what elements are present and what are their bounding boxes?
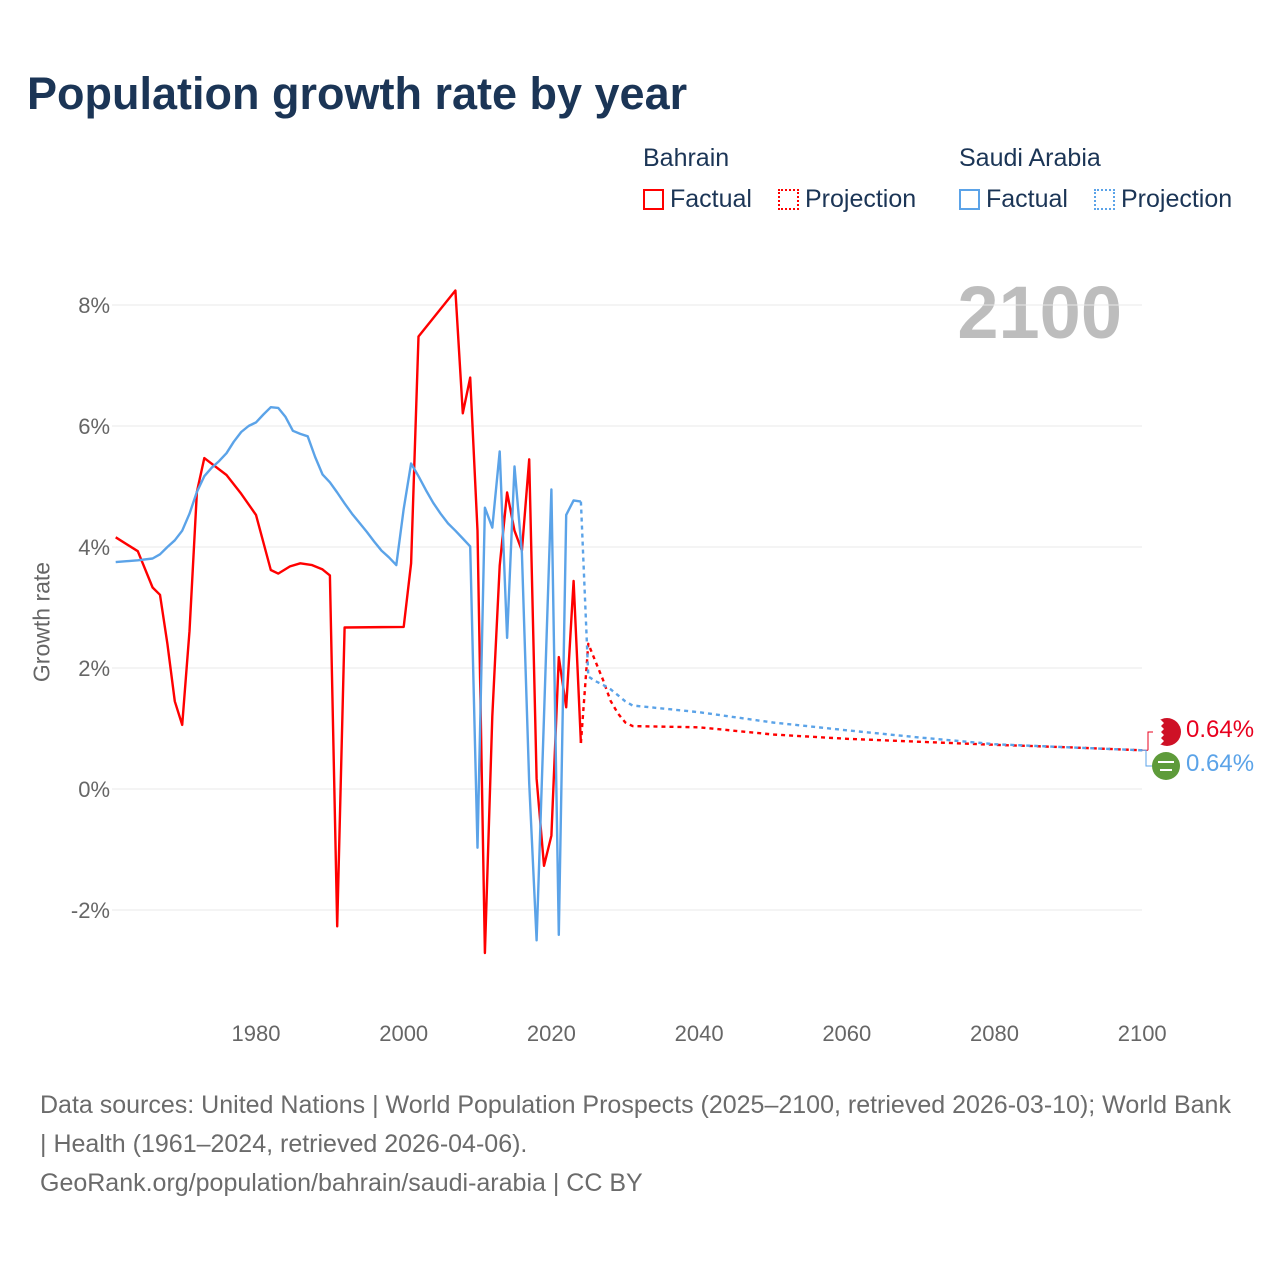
saudi-flag-green bbox=[1152, 752, 1180, 780]
legend-bahrain-projection[interactable]: Projection bbox=[777, 185, 917, 214]
saudi-end-connector bbox=[1142, 749, 1156, 767]
saudi-flag-emblem bbox=[1158, 761, 1174, 771]
chart-title: Population growth rate by year bbox=[27, 68, 688, 119]
x-tick-label: 2100 bbox=[1118, 1021, 1167, 1046]
legend-saudi-arabia: Saudi Arabia Factual Projection bbox=[959, 144, 1232, 214]
legend-label: Projection bbox=[1120, 185, 1233, 213]
saudi-arabia-end-value: 0.64% bbox=[1186, 750, 1255, 777]
dotted-line-swatch-icon bbox=[1093, 189, 1115, 210]
x-tick-label: 2040 bbox=[675, 1021, 724, 1046]
y-tick-label: 2% bbox=[78, 656, 110, 681]
legend-saudi-factual[interactable]: Factual bbox=[959, 185, 1068, 214]
legend-label: Projection bbox=[804, 185, 917, 213]
x-tick-label: 2080 bbox=[970, 1021, 1019, 1046]
legend-saudi-projection[interactable]: Projection bbox=[1093, 185, 1233, 214]
bahrain-flag-white bbox=[1153, 720, 1164, 744]
legend-country-name: Saudi Arabia bbox=[959, 144, 1101, 172]
series-line-bahrain-factual bbox=[115, 289, 583, 955]
y-tick-label: 8% bbox=[78, 293, 110, 318]
y-tick-label: 4% bbox=[78, 535, 110, 560]
solid-line-swatch-icon bbox=[959, 189, 980, 210]
legend-country-name: Bahrain bbox=[643, 144, 730, 172]
y-tick-label: -2% bbox=[71, 898, 110, 923]
footer: Data sources: United Nations | World Pop… bbox=[40, 1086, 1240, 1203]
x-tick-label: 2000 bbox=[379, 1021, 428, 1046]
bahrain-flag-icon bbox=[1153, 718, 1181, 746]
series-line-bahrain-projection bbox=[579, 642, 1143, 752]
y-tick-label: 0% bbox=[78, 777, 110, 802]
credit-link[interactable]: GeoRank.org/population/bahrain/saudi-ara… bbox=[40, 1169, 643, 1197]
x-tick-label: 2020 bbox=[527, 1021, 576, 1046]
legend-label: Factual bbox=[670, 185, 752, 213]
solid-line-swatch-icon bbox=[643, 189, 664, 210]
x-tick-label: 2060 bbox=[822, 1021, 871, 1046]
bahrain-end-value: 0.64% bbox=[1186, 716, 1255, 743]
legend-bahrain-factual[interactable]: Factual bbox=[643, 185, 752, 214]
data-sources: Data sources: United Nations | World Pop… bbox=[40, 1091, 1231, 1158]
legend-bahrain: Bahrain Factual Projection bbox=[643, 144, 916, 214]
series-line-saudi-arabia-projection bbox=[579, 501, 1143, 752]
x-tick-label: 1980 bbox=[232, 1021, 281, 1046]
legend-label: Factual bbox=[986, 185, 1068, 213]
series-line-saudi-arabia-factual bbox=[115, 406, 582, 942]
y-tick-label: 6% bbox=[78, 414, 110, 439]
current-year-label: 2100 bbox=[957, 271, 1122, 354]
saudi-arabia-flag-icon bbox=[1152, 752, 1180, 780]
dotted-line-swatch-icon bbox=[777, 189, 799, 210]
